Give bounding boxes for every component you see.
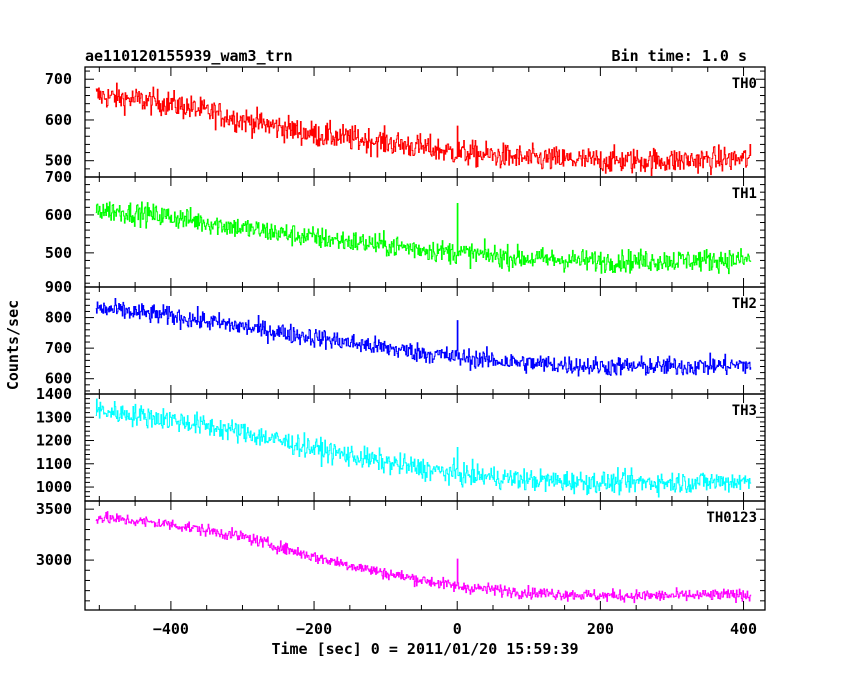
panel-th0: 500 600 700 TH0: [45, 66, 766, 178]
x-tick-label: −200: [296, 620, 332, 638]
y-tick-label: 1100: [36, 455, 72, 473]
series-line-th2: [95, 298, 752, 377]
panel-label: TH1: [732, 186, 757, 202]
y-tick-label: 3000: [36, 551, 72, 569]
y-tick-label: 1200: [36, 432, 72, 450]
panel-th3: 1000 1100 1200 1300 1400 TH3: [36, 385, 766, 502]
panel-th1: 500 600 700 TH1: [45, 168, 766, 288]
y-tick-label: 600: [45, 206, 72, 224]
series-line-th3: [95, 398, 752, 498]
panel-frame: [84, 500, 766, 611]
panel-label: TH0123: [706, 510, 757, 526]
panels-group: 500 600 700 TH0 500 600 700 TH1 600 700 800 900 TH2 1…: [36, 66, 766, 611]
panel-label: TH0: [732, 76, 757, 92]
y-tick-label: 700: [45, 339, 72, 357]
x-tick-label: 200: [587, 620, 614, 638]
y-tick-label: 1400: [36, 385, 72, 403]
x-axis-label: Time [sec] 0 = 2011/01/20 15:59:39: [271, 640, 578, 658]
x-axis: −400 −200 0 200 400: [153, 620, 757, 638]
panel-label: TH2: [732, 296, 757, 312]
panel-th2: 600 700 800 900 TH2: [45, 278, 766, 395]
x-tick-label: 0: [453, 620, 462, 638]
y-tick-label: 700: [45, 168, 72, 186]
y-axis-label: Counts/sec: [4, 300, 22, 390]
chart-title: ae110120155939_wam3_trn: [85, 47, 293, 65]
bin-time-label: Bin time: 1.0 s: [612, 47, 747, 65]
panel-th0123: 3000 3500 TH0123: [36, 500, 766, 611]
y-tick-label: 600: [45, 370, 72, 388]
panel-frame: [84, 393, 766, 502]
series-line-th1: [95, 201, 752, 275]
panel-frame: [84, 286, 766, 395]
panel-frame: [84, 176, 766, 288]
y-tick-label: 500: [45, 152, 72, 170]
y-tick-label: 800: [45, 309, 72, 327]
series-line-th0123: [95, 511, 752, 604]
series-line-th0: [95, 82, 752, 177]
y-tick-label: 900: [45, 278, 72, 296]
x-tick-label: −400: [153, 620, 189, 638]
y-tick-label: 700: [45, 70, 72, 88]
y-tick-label: 1000: [36, 478, 72, 496]
x-tick-label: 400: [730, 620, 757, 638]
panel-label: TH3: [732, 403, 757, 419]
y-tick-label: 3500: [36, 500, 72, 518]
y-tick-label: 500: [45, 244, 72, 262]
y-tick-label: 1300: [36, 408, 72, 426]
y-tick-label: 600: [45, 111, 72, 129]
panel-frame: [84, 66, 766, 178]
